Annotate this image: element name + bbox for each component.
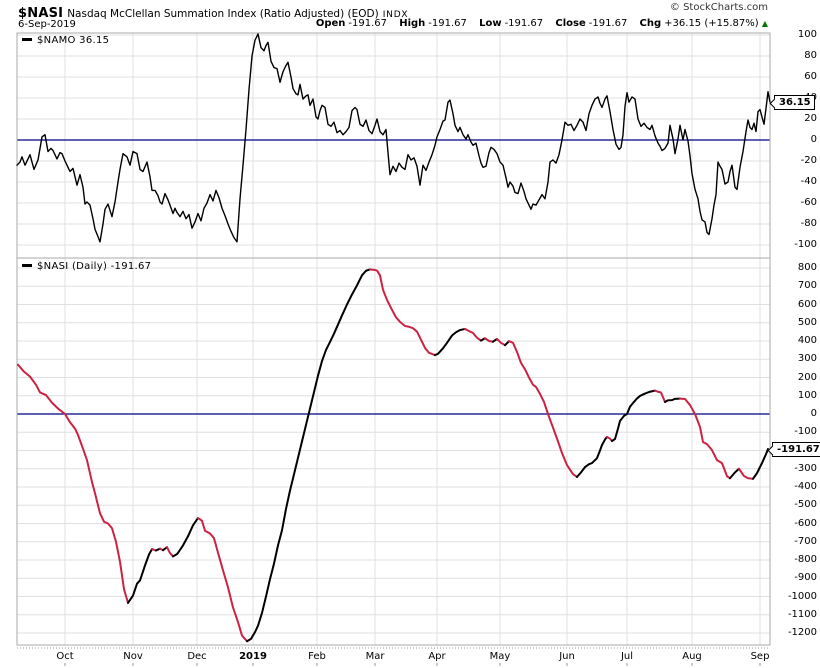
y-axis-label: -700 xyxy=(794,535,817,547)
x-axis-label: Jul xyxy=(620,651,634,662)
y-axis-label: -300 xyxy=(794,462,817,474)
y-axis-label: -900 xyxy=(794,572,817,584)
y-axis-label: 0 xyxy=(810,134,817,145)
y-axis-label: 700 xyxy=(797,280,817,292)
y-axis-label: -1200 xyxy=(787,627,817,638)
up-arrow-icon: ▲ xyxy=(761,19,768,28)
x-axis-label: May xyxy=(489,651,511,662)
nasi-line-declining-segment xyxy=(679,397,731,480)
y-axis-label: 300 xyxy=(797,353,817,365)
nasi-line-declining-segment xyxy=(508,340,578,478)
nasi-line-swatch-icon xyxy=(22,263,32,267)
x-axis-label: Jun xyxy=(559,651,575,662)
nasi-line-declining-segment xyxy=(484,337,494,343)
y-axis-label: 20 xyxy=(804,113,817,124)
nasi-line-declining-segment xyxy=(166,546,174,558)
x-axis-label: Oct xyxy=(56,651,74,662)
nasi-line-rising-segment xyxy=(434,327,466,357)
y-axis-label: -100 xyxy=(794,239,817,250)
namo-last-value: 36.15 xyxy=(779,97,811,108)
y-axis-label: 500 xyxy=(797,316,817,328)
y-axis-label: -100 xyxy=(794,426,817,438)
close-label: Close xyxy=(555,18,586,29)
low-value: -191.67 xyxy=(504,18,544,29)
x-axis-label: Sep xyxy=(750,651,770,662)
nasi-legend-label: $NASI (Daily) -191.67 xyxy=(37,261,152,272)
y-axis-label: -1000 xyxy=(787,590,817,602)
nasi-line-declining-segment xyxy=(654,389,666,403)
chg-label: Chg xyxy=(639,18,662,29)
namo-legend: $NAMO 36.15 xyxy=(22,35,109,46)
chart-subtitle: Nasdaq McClellan Summation Index (Ratio … xyxy=(67,8,379,20)
chg-value: +36.15 (+15.87%) xyxy=(664,18,759,29)
namo-line xyxy=(16,33,771,243)
chart-date: 6-Sep-2019 xyxy=(18,19,76,30)
y-axis-label: 0 xyxy=(810,408,817,419)
nasi-line-declining-segment xyxy=(197,517,248,643)
x-axis-label: Feb xyxy=(308,651,326,662)
nasi-line-rising-segment xyxy=(576,435,608,478)
x-axis-label: Mar xyxy=(365,651,385,662)
y-axis-label: 100 xyxy=(797,389,817,401)
y-axis-label: -400 xyxy=(794,481,817,492)
y-axis-label: -40 xyxy=(800,176,817,187)
nasi-line-rising-segment xyxy=(246,268,371,643)
y-axis-label: -500 xyxy=(794,499,817,511)
nasi-line-rising-segment xyxy=(752,448,769,480)
copyright-label: © StockCharts.com xyxy=(669,2,768,13)
high-label: High xyxy=(399,18,426,29)
namo-line-swatch-icon xyxy=(22,37,32,41)
y-axis-label: 800 xyxy=(797,262,817,273)
y-axis-label: 100 xyxy=(797,29,817,40)
chart-title: $NASI Nasdaq McClellan Summation Index (R… xyxy=(18,2,408,21)
y-axis-label: -80 xyxy=(800,218,817,229)
x-axis-label: Aug xyxy=(682,651,702,662)
nasi-line-declining-segment xyxy=(738,467,754,480)
y-axis-label: -1100 xyxy=(787,608,817,620)
x-axis-label: Dec xyxy=(187,651,207,662)
nasi-line-rising-segment xyxy=(611,389,656,443)
nasi-line-declining-segment xyxy=(464,327,482,342)
y-axis-label: -60 xyxy=(800,197,817,208)
y-axis-label: -800 xyxy=(794,554,817,565)
close-value: -191.67 xyxy=(588,18,628,29)
nasi-last-value: -191.67 xyxy=(777,444,820,455)
high-value: -191.67 xyxy=(428,18,467,29)
nasi-line-rising-segment xyxy=(664,397,681,403)
quote-summary-row: Open -191.67 High -191.67 Low -191.67 Close… xyxy=(316,18,768,29)
x-axis-label: Apr xyxy=(428,651,446,662)
nasi-line-declining-segment xyxy=(369,268,436,357)
nasi-line-declining-segment xyxy=(606,435,613,443)
y-axis-label: 60 xyxy=(804,71,817,82)
nasi-line-rising-segment xyxy=(172,517,199,558)
nasi-line-rising-segment xyxy=(729,467,740,480)
nasi-last-value-badge: -191.67 xyxy=(767,442,820,457)
y-axis-label: 400 xyxy=(797,335,817,346)
y-axis-label: -600 xyxy=(794,517,817,529)
nasi-legend: $NASI (Daily) -191.67 xyxy=(22,261,151,272)
namo-legend-label: $NAMO 36.15 xyxy=(37,35,110,46)
x-axis-label: Nov xyxy=(123,651,143,662)
exchange-label: INDX xyxy=(382,10,409,20)
y-axis-label: 80 xyxy=(804,50,817,61)
nasi-line-declining-segment xyxy=(496,337,506,347)
low-label: Low xyxy=(479,18,502,29)
nasi-line-declining-segment xyxy=(17,363,129,604)
open-label: Open xyxy=(315,18,346,29)
x-axis-label: 2019 xyxy=(239,651,267,662)
panel-border xyxy=(16,257,771,646)
symbol-label: $NASI xyxy=(18,6,64,21)
y-axis-label: -20 xyxy=(800,155,817,166)
nasi-line-rising-segment xyxy=(127,548,153,604)
y-axis-label: 200 xyxy=(797,371,817,383)
y-axis-label: 600 xyxy=(797,298,817,310)
namo-last-value-badge: 36.15 xyxy=(769,95,815,110)
open-value: -191.67 xyxy=(348,18,388,29)
